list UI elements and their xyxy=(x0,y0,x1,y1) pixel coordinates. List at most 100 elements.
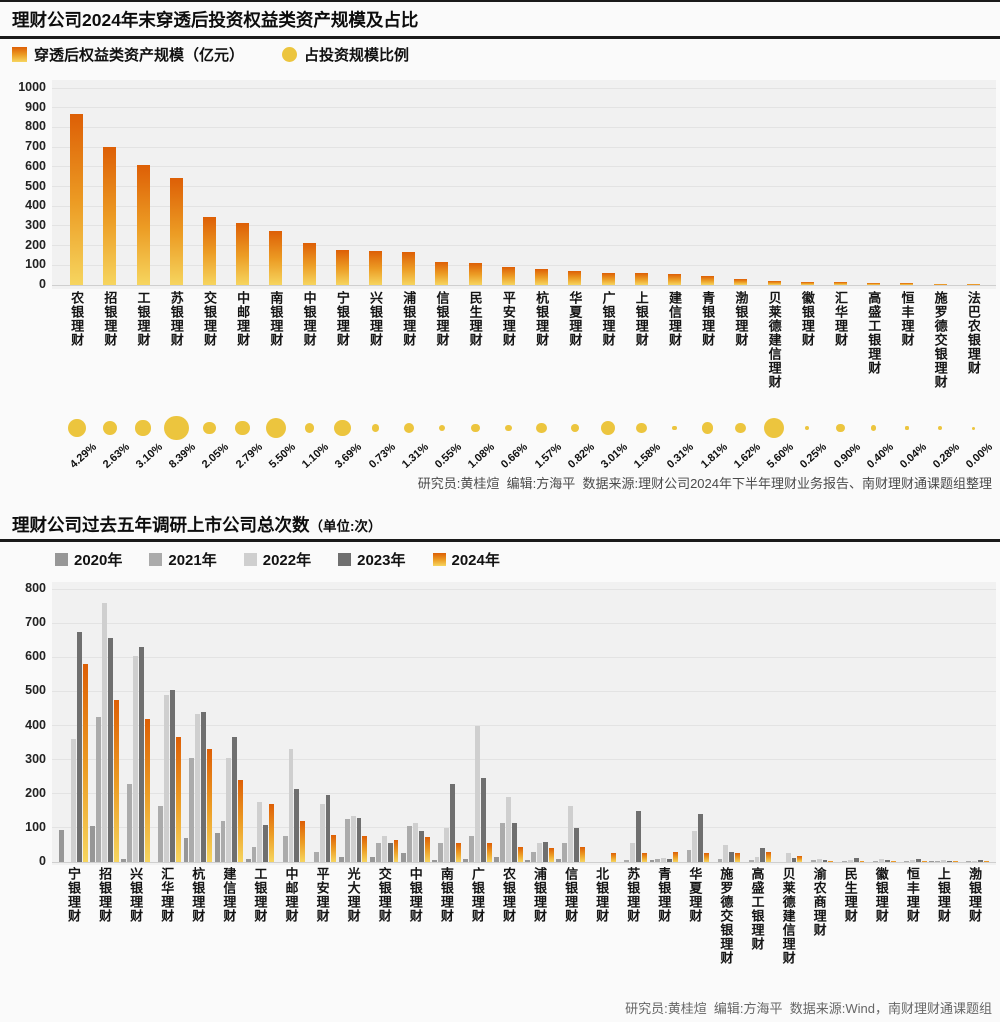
bar xyxy=(701,276,715,285)
x-axis-label: 信银理财 xyxy=(563,867,579,923)
legend-item-year: 2020年 xyxy=(55,549,122,570)
bar xyxy=(634,273,648,285)
x-axis-label: 杭银理财 xyxy=(534,291,550,347)
bubble xyxy=(635,422,647,434)
bubble xyxy=(805,425,810,431)
bar xyxy=(238,780,244,862)
bar xyxy=(525,860,531,862)
bar xyxy=(226,757,232,862)
bar xyxy=(236,222,250,285)
bubble xyxy=(600,420,616,436)
bar xyxy=(704,853,710,862)
gridline xyxy=(52,759,996,761)
x-axis-label: 交银理财 xyxy=(201,291,217,347)
bubble xyxy=(763,417,785,439)
bubble xyxy=(971,426,975,430)
x-axis-label: 青银理财 xyxy=(700,291,716,347)
bar xyxy=(667,273,681,285)
x-axis-label: 农银理财 xyxy=(69,291,85,347)
bubble xyxy=(735,422,747,434)
bubble xyxy=(470,423,480,433)
x-axis-label: 苏银理财 xyxy=(625,867,641,923)
bar xyxy=(797,855,803,862)
x-axis-label: 光大理财 xyxy=(345,867,361,923)
x-axis-label: 工银理财 xyxy=(252,867,268,923)
bar xyxy=(494,856,500,862)
x-axis-label: 上银理财 xyxy=(935,867,951,923)
gridline xyxy=(52,87,996,89)
bubble xyxy=(836,423,845,433)
bar xyxy=(890,860,896,862)
bar xyxy=(649,860,655,862)
bar xyxy=(841,860,847,862)
y-tick-label: 800 xyxy=(25,581,46,595)
gridline xyxy=(52,186,996,187)
x-axis-label: 建信理财 xyxy=(221,867,237,923)
x-axis-label: 南银理财 xyxy=(438,867,454,923)
x-axis-label: 招银理财 xyxy=(97,867,113,923)
gridline xyxy=(52,588,996,590)
y-tick-label: 600 xyxy=(25,649,46,664)
legend-label: 2023年 xyxy=(357,552,406,569)
gridline xyxy=(52,245,996,247)
y-tick-label: 800 xyxy=(25,119,46,134)
x-axis-label: 苏银理财 xyxy=(168,291,184,347)
bar xyxy=(207,749,213,862)
x-axis-label: 中邮理财 xyxy=(235,291,251,347)
bar xyxy=(655,859,661,862)
bar xyxy=(766,851,772,862)
bar xyxy=(542,841,548,862)
bar xyxy=(531,851,537,862)
bubble xyxy=(67,419,86,437)
bar xyxy=(102,602,108,862)
x-axis-label: 平安理财 xyxy=(314,867,330,923)
bubble xyxy=(504,424,512,432)
bar xyxy=(511,822,517,862)
bubble xyxy=(371,424,380,432)
bar xyxy=(387,843,393,862)
bar xyxy=(760,848,766,862)
bar xyxy=(402,251,416,285)
bar xyxy=(325,795,331,862)
bar xyxy=(302,243,316,285)
bar xyxy=(884,860,890,862)
bar xyxy=(568,271,582,285)
chart2-credit-line: 研究员:黄桂煊 编辑:方海平 数据来源:Wind，南财理财通课题组 xyxy=(625,1001,992,1016)
bar xyxy=(232,737,238,862)
bar xyxy=(673,852,679,862)
bubble xyxy=(672,425,677,431)
bar xyxy=(82,664,88,862)
top-border-rule xyxy=(0,0,1000,2)
bar xyxy=(791,857,797,862)
bar xyxy=(443,827,449,862)
bar xyxy=(189,757,195,862)
bar xyxy=(900,283,914,285)
bar xyxy=(810,860,816,862)
legend-item-year: 2021年 xyxy=(149,549,217,570)
gridline xyxy=(52,205,996,207)
bar xyxy=(966,861,971,862)
gridline xyxy=(52,690,996,692)
x-axis-label: 汇华理财 xyxy=(159,867,175,923)
gridline xyxy=(52,264,996,266)
gridline xyxy=(52,793,996,795)
bar xyxy=(76,631,82,862)
bar xyxy=(245,859,251,862)
bar xyxy=(369,856,375,862)
bar xyxy=(921,860,927,862)
chart2-title-unit: （单位:次） xyxy=(309,519,382,534)
bar xyxy=(251,846,257,862)
x-axis-label: 宁银理财 xyxy=(66,867,82,923)
x-axis-label: 徽银理财 xyxy=(799,291,815,347)
bar xyxy=(828,860,834,862)
x-axis-label: 汇华理财 xyxy=(833,291,849,347)
bar xyxy=(263,825,269,862)
bubble xyxy=(536,422,547,434)
series-color-swatch xyxy=(432,553,446,566)
x-axis-label: 高盛工银理财 xyxy=(866,291,882,375)
y-tick-label: 200 xyxy=(25,237,46,252)
x-axis-label: 建信理财 xyxy=(666,291,682,347)
gridline xyxy=(52,656,996,658)
bar xyxy=(381,836,387,862)
bar xyxy=(145,718,150,862)
